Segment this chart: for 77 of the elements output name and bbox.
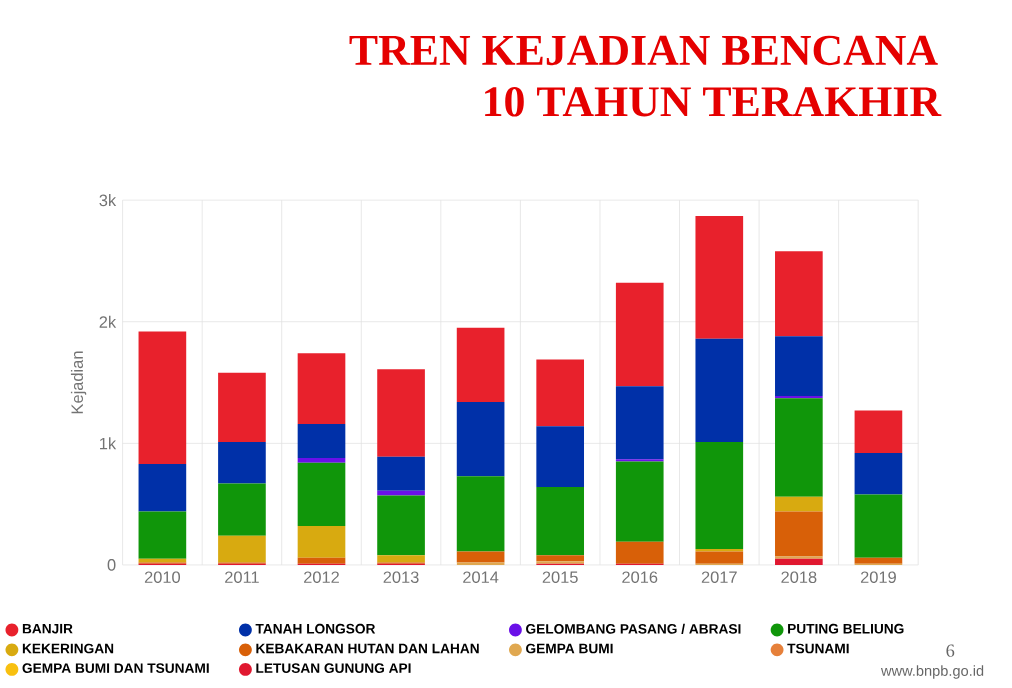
bar [377,456,425,491]
bar [377,368,425,457]
y-tick-label: 1k [100,437,117,450]
bar [536,486,585,556]
y-tick-label: 2k [99,315,117,328]
bar [854,557,903,564]
y-tick-label: 3k [99,193,117,206]
y-axis-title: Kejadian [70,351,87,413]
bar [695,441,744,549]
legend-label: TANAH LONGSOR [255,623,376,634]
bar [854,494,903,558]
bar [297,557,346,564]
bar [456,551,505,563]
bar [456,476,505,552]
x-tick-label: 2013 [383,571,419,583]
legend-label: GEMPA BUMI DAN TSUNAMI [22,663,209,673]
y-tick-label: 0 [107,558,116,571]
bar [775,398,823,497]
bar [775,558,823,565]
bar [297,457,346,463]
bar [218,483,266,536]
bar [775,511,823,557]
bar [695,551,744,564]
legend-label: PUTING BELIUNG [788,623,904,634]
bar [456,327,505,402]
bar [695,215,744,339]
bar [297,462,346,526]
chart-title: TREN KEJADIAN BENCANA [349,35,938,65]
bar [138,511,187,559]
bar [297,525,346,558]
bar [695,338,744,442]
legend-label: KEKERINGAN [22,643,114,654]
bar [615,282,664,387]
bar [297,353,346,424]
bar [854,410,903,453]
bar [854,452,903,495]
x-tick-label: 2018 [781,571,817,583]
x-tick-label: 2016 [622,571,658,583]
bar [138,331,187,464]
legend-label: KEBAKARAN HUTAN DAN LAHAN [256,643,479,654]
bar [615,458,664,462]
bar [775,336,823,396]
bar [615,541,664,564]
bar [456,401,505,476]
bar [536,555,585,562]
x-tick-label: 2019 [860,571,896,583]
legend-label: GEMPA BUMI [526,643,613,654]
bar [297,423,346,458]
bar [775,251,823,337]
bar [377,495,425,556]
bar [138,558,187,563]
legend-label: BANJIR [22,623,73,634]
x-tick-label: 2017 [701,571,737,583]
bar [775,556,823,559]
x-tick-label: 2015 [542,571,578,583]
bar [218,372,266,442]
bar [775,496,823,512]
x-tick-label: 2010 [144,571,181,583]
bar [377,555,425,563]
x-tick-label: 2014 [463,571,499,583]
chart-subtitle: 10 TAHUN TERAKHIR [485,86,942,117]
x-tick-label: 2012 [304,571,339,583]
bar [138,463,187,512]
bar [377,490,425,496]
bar [218,441,266,484]
bar [695,548,744,552]
bar [536,426,585,487]
legend-label: TSUNAMI [787,643,849,654]
bar [615,461,664,542]
bar [536,359,585,427]
legend-label: GELOMBANG PASANG / ABRASI [526,623,741,634]
x-tick-label: 2011 [225,571,259,583]
bar [615,386,664,459]
legend-label: LETUSAN GUNUNG API [256,663,411,673]
bar [218,535,266,563]
text: www.bnpb.go.id [880,665,984,679]
text: 6 [946,644,955,657]
